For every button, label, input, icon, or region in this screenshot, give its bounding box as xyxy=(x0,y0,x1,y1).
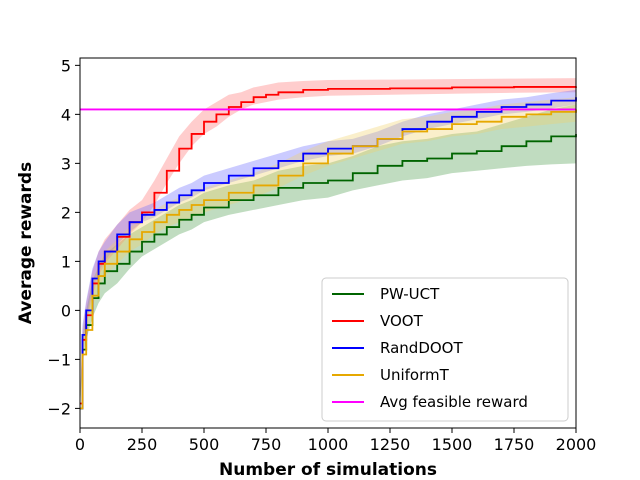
legend-label-avg-feasible-reward: Avg feasible reward xyxy=(380,393,528,411)
voot-line xyxy=(80,86,577,405)
legend-label-voot: VOOT xyxy=(380,312,424,330)
legend-box xyxy=(321,277,569,422)
y-axis-ticks: −2 −1 0 1 2 3 4 5 xyxy=(47,56,80,418)
series-lines xyxy=(80,86,577,410)
y-tick-label: 5 xyxy=(61,56,71,75)
x-tick-label: 1500 xyxy=(432,435,473,454)
legend: PW-UCT VOOT RandDOOT UniformT Avg feasible r… xyxy=(321,277,569,422)
y-tick-label: 1 xyxy=(61,252,71,271)
x-tick-label: 1000 xyxy=(308,435,349,454)
x-tick-label: 1250 xyxy=(370,435,411,454)
legend-label-randdoot: RandDOOT xyxy=(380,339,463,357)
y-tick-label: 0 xyxy=(61,301,71,320)
x-tick-label: 0 xyxy=(75,435,85,454)
y-tick-label: 2 xyxy=(61,203,71,222)
y-tick-label: −1 xyxy=(47,350,71,369)
x-tick-label: 500 xyxy=(189,435,220,454)
legend-label-pw-uct: PW-UCT xyxy=(380,285,440,303)
x-tick-label: 750 xyxy=(251,435,282,454)
pw-uct-band xyxy=(80,104,576,409)
y-tick-label: 4 xyxy=(61,105,71,124)
x-axis-label: Number of simulations xyxy=(219,460,437,480)
uniformt-line xyxy=(80,109,577,410)
x-axis-ticks: 0 250 500 750 1000 1250 1500 1750 2000 xyxy=(75,428,596,454)
x-tick-label: 1750 xyxy=(494,435,535,454)
x-tick-label: 250 xyxy=(127,435,158,454)
randdoot-line xyxy=(80,97,577,410)
y-axis-label: Average rewards xyxy=(16,162,36,324)
legend-label-uniformt: UniformT xyxy=(380,366,450,384)
y-tick-label: 3 xyxy=(61,154,71,173)
y-tick-label: −2 xyxy=(47,399,71,418)
x-tick-label: 2000 xyxy=(556,435,597,454)
